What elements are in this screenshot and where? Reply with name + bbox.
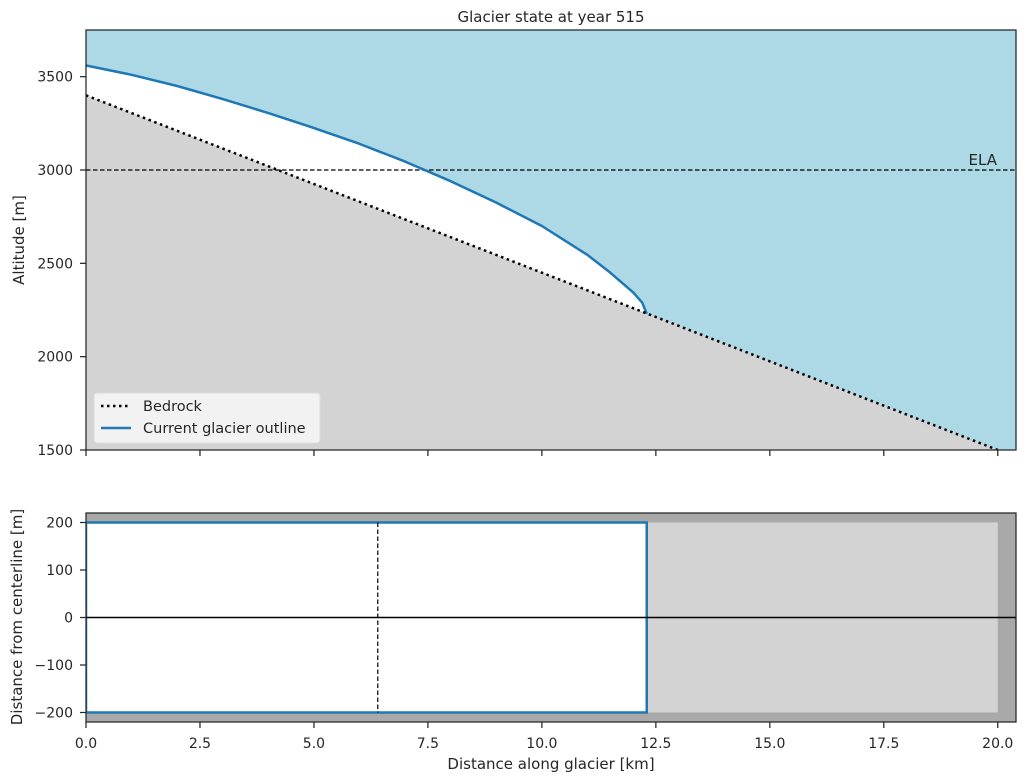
bottom-y-tick-label: −100 [35,658,73,674]
bottom-y-axis-label: Distance from centerline [m] [8,509,26,725]
top-y-tick-label: 3500 [37,70,73,86]
bedrock-line [86,94,999,450]
bottom-plot-area [86,513,1016,722]
bottom-panel: 0.0 2.5 5.0 7.5 10.0 12.5 15.0 17.5 20.0 −200 −10… [8,509,1017,773]
bottom-x-tick-label: 17.5 [868,736,899,752]
bottom-x-tick-label: 12.5 [640,736,671,752]
bottom-y-tick-label: 200 [46,516,73,532]
top-x-ticks [85,450,999,456]
top-y-tick-label: 1500 [37,443,73,459]
top-axes-frame [85,29,1017,451]
top-y-tick-label: 2000 [37,350,73,366]
bottom-x-axis-label: Distance along glacier [km] [447,755,654,773]
bottom-x-ticks: 0.0 2.5 5.0 7.5 10.0 12.5 15.0 17.5 20.0 [75,722,1013,752]
bottom-x-tick-label: 5.0 [303,736,325,752]
legend: Bedrock Current glacier outline [93,392,321,444]
legend-box [93,392,321,444]
bottom-x-tick-label: 2.5 [189,736,211,752]
bottom-y-tick-label: −200 [35,706,73,722]
top-y-axis-label: Altitude [m] [10,195,28,285]
top-y-ticks: 1500 2000 2500 3000 3500 [37,70,86,459]
bottom-x-tick-label: 10.0 [526,736,557,752]
top-panel: Glacier state at year 515 ELA 1500 2000 25… [10,8,1017,459]
ela-label: ELA [969,151,998,169]
bottom-y-tick-label: 0 [64,611,73,627]
bottom-x-tick-label: 15.0 [754,736,785,752]
legend-bedrock-label: Bedrock [143,399,203,415]
bottom-axes-frame [85,512,1017,723]
glacier-ice-fill [86,65,647,314]
top-y-tick-label: 3000 [37,163,73,179]
bottom-x-tick-label: 7.5 [417,736,439,752]
bottom-x-tick-label: 0.0 [75,736,97,752]
top-plot-area [86,30,1016,450]
plot-title: Glacier state at year 515 [457,8,644,26]
bottom-x-tick-label: 20.0 [982,736,1013,752]
bottom-y-tick-label: 100 [46,563,73,579]
bottom-y-ticks: −200 −100 0 100 200 [35,516,86,722]
top-y-tick-label: 2500 [37,256,73,272]
legend-glacier-label: Current glacier outline [143,421,306,437]
glacier-outline-line [86,64,648,315]
